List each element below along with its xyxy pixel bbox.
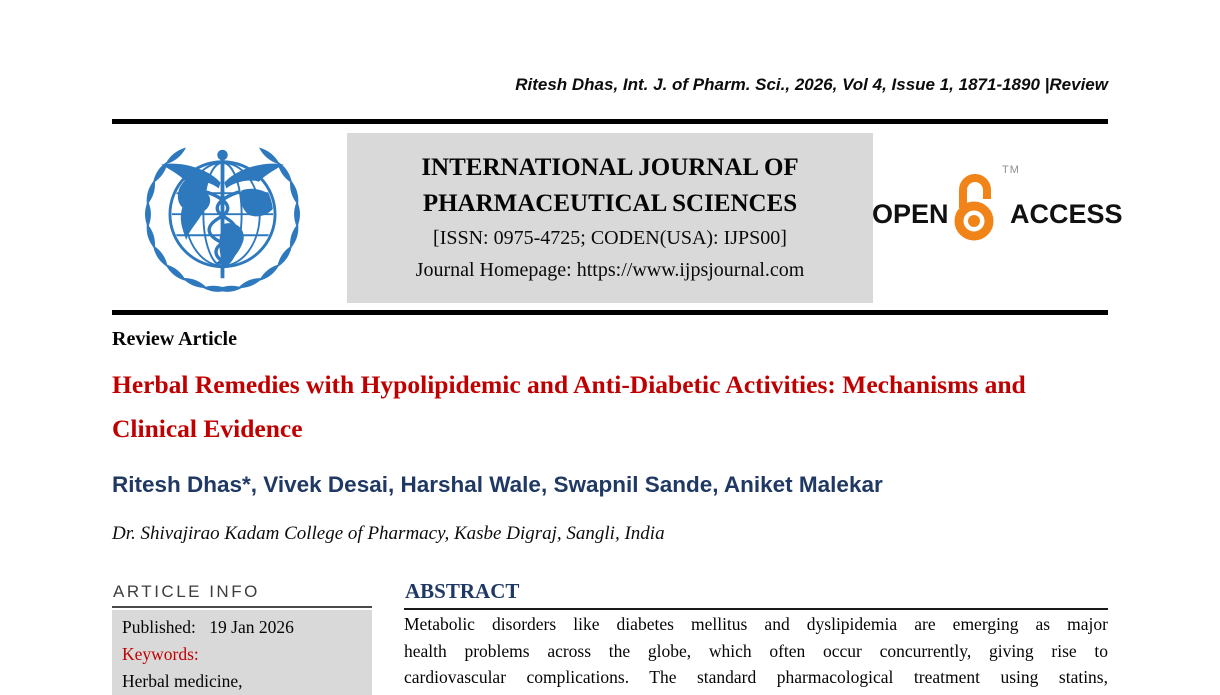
article-info-rule: [112, 606, 372, 608]
homepage-line: Journal Homepage: https://www.ijpsjourna…: [416, 254, 805, 286]
article-title: Herbal Remedies with Hypolipidemic and A…: [112, 370, 1026, 443]
journal-title-box: INTERNATIONAL JOURNAL OF PHARMACEUTICAL …: [347, 133, 873, 303]
homepage-url-link[interactable]: https://www.ijpsjournal.com: [576, 259, 805, 281]
running-head-citation: Ritesh Dhas, Int. J. of Pharm. Sci., 202…: [515, 75, 1108, 94]
open-access-access-text: ACCESS: [1010, 199, 1123, 229]
keywords-label: Keywords:: [122, 644, 199, 664]
article-type-label: Review Article: [112, 328, 237, 350]
header-bottom-rule: [112, 310, 1108, 315]
continents-icon: [177, 175, 274, 265]
trademark-mark: TM: [1002, 164, 1020, 176]
published-date: 19 Jan 2026: [209, 617, 294, 637]
abstract-line: cardiovascular complications. The standa…: [404, 667, 1108, 688]
published-row: Published: 19 Jan 2026: [112, 614, 372, 641]
abstract-text: Metabolic disorders like diabetes mellit…: [404, 611, 1108, 691]
header-top-rule: [112, 119, 1108, 124]
published-label: Published:: [122, 617, 196, 637]
issn-line: [ISSN: 0975-4725; CODEN(USA): IJPS00]: [433, 227, 787, 249]
journal-title-line1: INTERNATIONAL JOURNAL OF: [421, 154, 799, 181]
journal-title-line2: PHARMACEUTICAL SCIENCES: [422, 190, 798, 217]
abstract-rule: [404, 608, 1108, 610]
journal-logo: [144, 145, 301, 293]
article-authors: Ritesh Dhas*, Vivek Desai, Harshal Wale,…: [112, 472, 883, 497]
open-access-open-text: OPEN: [872, 199, 949, 229]
article-info-heading: ARTICLE INFO: [113, 582, 260, 601]
keyword-item: Herbal medicine,: [122, 671, 243, 691]
homepage-label: Journal Homepage:: [415, 259, 572, 281]
caduceus-icon: [161, 149, 284, 279]
open-lock-icon: [954, 174, 994, 241]
abstract-line: Metabolic disorders like diabetes mellit…: [404, 614, 1108, 634]
abstract-heading: ABSTRACT: [405, 579, 520, 603]
article-affiliation: Dr. Shivajirao Kadam College of Pharmacy…: [112, 523, 665, 544]
article-info-box: Published: 19 Jan 2026 Keywords: Herbal …: [112, 610, 372, 695]
abstract-line: health problems across the globe, which …: [404, 640, 1108, 661]
